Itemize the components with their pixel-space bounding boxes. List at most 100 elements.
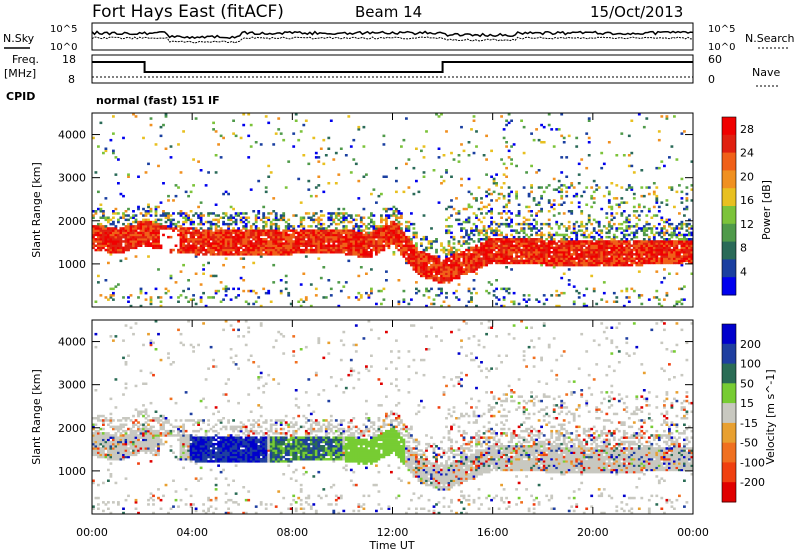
heatmap-cell xyxy=(385,270,388,273)
heatmap-cell xyxy=(365,233,368,237)
heatmap-cell xyxy=(337,212,341,215)
heatmap-cell xyxy=(337,233,341,237)
heatmap-cell xyxy=(632,205,636,209)
heatmap-cell xyxy=(657,259,661,263)
heatmap-cell xyxy=(92,216,95,219)
heatmap-cell xyxy=(550,203,554,206)
heatmap-cell xyxy=(663,248,666,252)
heatmap-cell xyxy=(112,447,115,450)
heatmap-cell xyxy=(465,218,468,222)
heatmap-cell xyxy=(212,242,215,245)
heatmap-cell xyxy=(239,235,243,239)
heatmap-cell xyxy=(329,246,333,250)
heatmap-cell xyxy=(422,175,426,178)
heatmap-cell xyxy=(567,257,571,260)
heatmap-cell xyxy=(149,425,153,429)
heatmap-cell xyxy=(284,233,288,237)
heatmap-cell xyxy=(652,257,656,260)
heatmap-cell xyxy=(690,246,694,250)
heatmap-cell xyxy=(635,257,639,260)
heatmap-cell xyxy=(277,225,281,228)
heatmap-cell xyxy=(540,227,543,230)
heatmap-cell xyxy=(417,253,421,256)
heatmap-cell xyxy=(182,233,185,237)
heatmap-cell xyxy=(149,231,153,235)
heatmap-cell xyxy=(154,242,158,245)
heatmap-cell xyxy=(129,438,133,442)
heatmap-cell xyxy=(365,231,368,235)
heatmap-cell xyxy=(610,205,614,209)
heatmap-cell xyxy=(385,222,388,226)
heatmap-cell xyxy=(572,244,576,247)
heatmap-cell xyxy=(605,231,609,235)
heatmap-cell xyxy=(442,274,446,278)
heatmap-cell xyxy=(169,145,173,148)
heatmap-cell xyxy=(159,244,163,247)
heatmap-cell xyxy=(124,434,128,437)
heatmap-cell xyxy=(334,182,338,185)
heatmap-cell xyxy=(129,326,133,329)
heatmap-cell xyxy=(542,253,546,256)
heatmap-cell xyxy=(555,255,559,258)
heatmap-cell xyxy=(615,197,619,200)
heatmap-cell xyxy=(284,240,288,243)
heatmap-cell xyxy=(147,212,150,215)
heatmap-cell xyxy=(104,229,108,232)
heatmap-cell xyxy=(114,440,118,444)
heatmap-cell xyxy=(632,231,636,235)
heatmap-cell xyxy=(467,270,471,273)
heatmap-cell xyxy=(647,259,651,263)
date-title: 15/Oct/2013 xyxy=(590,3,683,21)
heatmap-cell xyxy=(209,231,213,235)
heatmap-cell xyxy=(447,229,451,232)
heatmap-cell xyxy=(334,233,338,237)
heatmap-cell xyxy=(490,246,493,250)
heatmap-cell xyxy=(294,214,298,217)
heatmap-cell xyxy=(462,255,466,258)
heatmap-cell xyxy=(402,248,406,252)
heatmap-cell xyxy=(665,291,669,295)
heatmap-cell xyxy=(405,251,408,254)
heatmap-cell xyxy=(592,255,596,258)
heatmap-cell xyxy=(319,248,323,252)
heatmap-cell xyxy=(457,154,461,157)
heatmap-cell xyxy=(144,436,148,439)
heatmap-cell xyxy=(455,218,458,222)
heatmap-cell xyxy=(184,229,188,232)
heatmap-cell xyxy=(482,225,486,228)
heatmap-cell xyxy=(382,229,386,232)
heatmap-cell xyxy=(430,255,433,258)
heatmap-cell xyxy=(279,216,283,219)
heatmap-cell xyxy=(359,251,363,254)
heatmap-cell xyxy=(475,229,478,232)
heatmap-cell xyxy=(242,216,246,219)
heatmap-cell xyxy=(685,238,689,241)
heatmap-cell xyxy=(349,145,353,148)
heatmap-cell xyxy=(254,242,258,245)
heatmap-cell xyxy=(382,225,386,228)
heatmap-cell xyxy=(342,244,346,247)
heatmap-cell xyxy=(645,259,649,263)
heatmap-cell xyxy=(632,210,636,213)
heatmap-cell xyxy=(317,184,321,187)
heatmap-cell xyxy=(202,229,205,232)
heatmap-cell xyxy=(560,291,564,295)
heatmap-cell xyxy=(147,229,150,232)
heatmap-cell xyxy=(532,138,536,142)
heatmap-cell xyxy=(202,240,205,243)
heatmap-cell xyxy=(432,298,436,301)
heatmap-cell xyxy=(630,151,634,155)
heatmap-cell xyxy=(159,246,163,250)
heatmap-cell xyxy=(590,274,594,278)
heatmap-cell xyxy=(229,244,233,247)
heatmap-cell xyxy=(652,190,656,194)
heatmap-cell xyxy=(502,194,506,198)
heatmap-cell xyxy=(254,225,258,228)
heatmap-cell xyxy=(149,222,153,226)
heatmap-cell xyxy=(107,438,110,442)
heatmap-cell xyxy=(357,242,361,245)
heatmap-cell xyxy=(149,117,153,120)
heatmap-cell xyxy=(302,240,306,243)
heatmap-cell xyxy=(582,240,586,243)
heatmap-cell xyxy=(297,233,301,237)
